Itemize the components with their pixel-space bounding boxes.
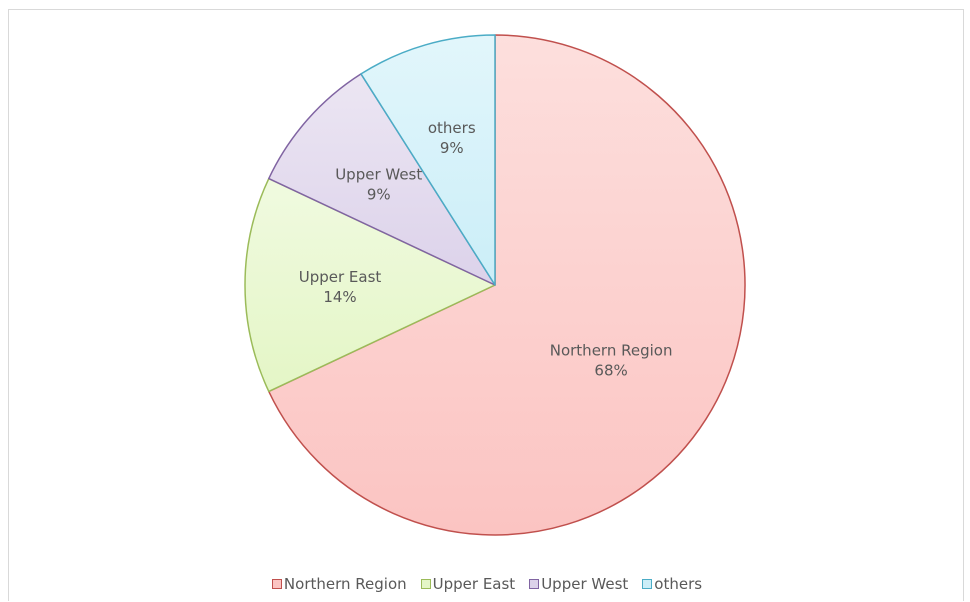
slice-category-label: Northern Region (550, 342, 673, 360)
slice-value-label: 9% (367, 185, 391, 203)
slice-label-upper-west: Upper West 9% (335, 165, 422, 203)
pie-slice-upper-east (244, 177, 496, 393)
legend-swatch (642, 579, 653, 589)
legend: Northern Region Upper East Upper West ot… (9, 575, 965, 593)
slice-category-label: others (428, 119, 476, 137)
slice-value-label: 9% (440, 139, 464, 157)
slice-label-upper-east: Upper East 14% (299, 268, 382, 306)
legend-label: Upper West (541, 575, 629, 593)
legend-swatch (529, 579, 540, 589)
pie-slice-northern-region (268, 34, 746, 536)
legend-item-upper-west: Upper West (529, 575, 628, 593)
legend-item-others: others (642, 575, 702, 593)
slice-value-label: 14% (323, 288, 356, 306)
legend-swatch (271, 579, 282, 589)
legend-label: Northern Region (283, 575, 407, 593)
pie-chart: Northern Region 68% Upper East 14% Upper Wes… (244, 34, 746, 536)
slice-label-others: others 9% (428, 119, 476, 157)
pie-labels: Northern Region 68% Upper East 14% Upper Wes… (299, 119, 673, 380)
legend-swatch (420, 579, 431, 589)
legend-label: others (654, 575, 703, 593)
chart-area: Northern Region 68% Upper East 14% Upper Wes… (8, 9, 964, 601)
pie-slice-upper-west (268, 73, 496, 286)
pie-slices (244, 34, 746, 536)
legend-label: Upper East (432, 575, 516, 593)
slice-category-label: Upper East (299, 268, 382, 286)
legend-item-northern-region: Northern Region (271, 575, 407, 593)
legend-item-upper-east: Upper East (420, 575, 516, 593)
slice-category-label: Upper West (335, 165, 422, 183)
pie-slice-others (360, 34, 496, 286)
slice-value-label: 68% (594, 362, 627, 380)
slice-label-northern-region: Northern Region 68% (550, 342, 673, 380)
